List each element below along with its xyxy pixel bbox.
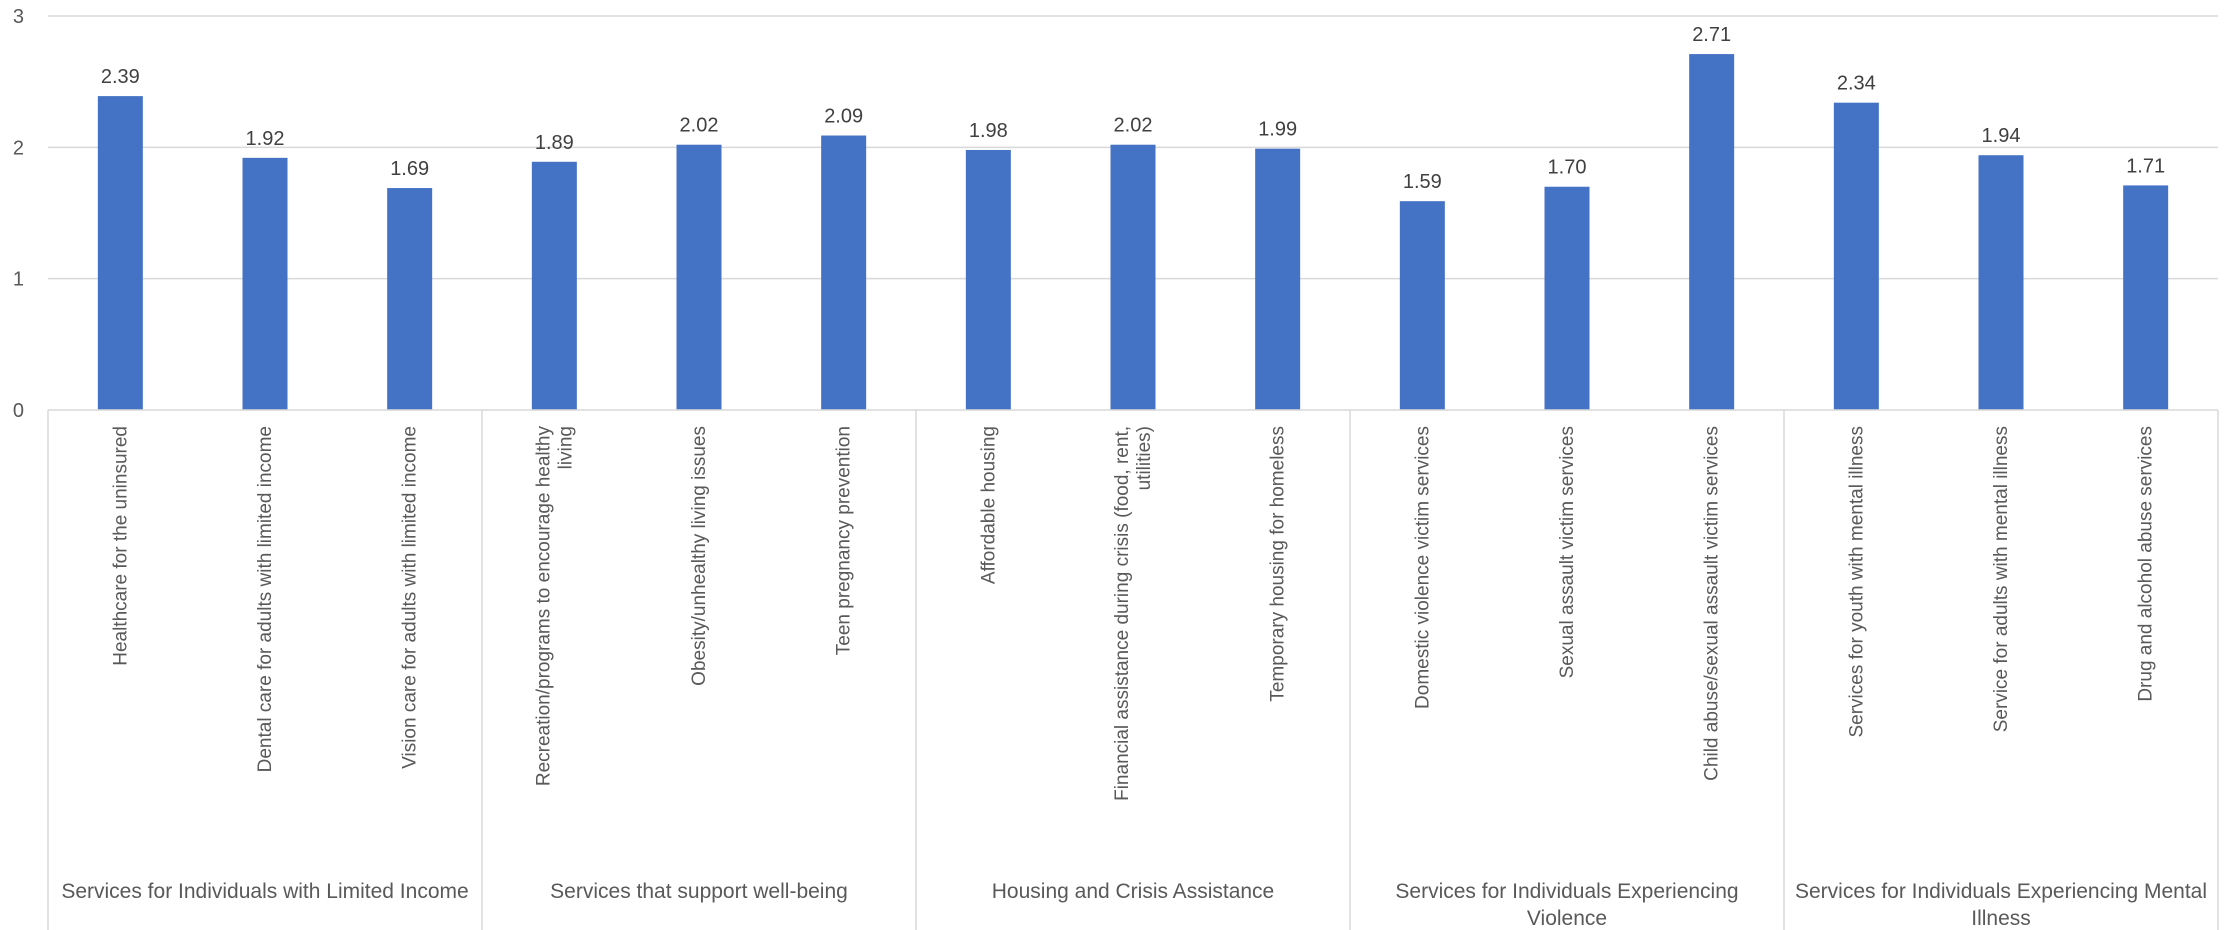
category-label: Vision care for adults with limited inco… xyxy=(400,426,421,769)
y-tick-label: 3 xyxy=(13,6,24,28)
category-label: Financial assistance during crisis (food… xyxy=(1112,426,1155,801)
data-labels: 2.39 1.92 1.69 1.89 2.02 2.09 1.98 2.02 1.99 1.59… xyxy=(101,24,2165,193)
data-label: 2.71 xyxy=(1692,24,1731,46)
bar xyxy=(1544,186,1590,410)
category-label: Sexual assault victim services xyxy=(1557,426,1578,678)
bar xyxy=(387,188,433,410)
bar xyxy=(965,149,1011,410)
category-label-line: Service for adults with mental illness xyxy=(1991,426,2012,732)
group-label: Services for Individuals with Limited In… xyxy=(61,880,468,903)
category-label-line: Healthcare for the uninsured xyxy=(110,426,131,666)
y-tick-label: 0 xyxy=(13,400,24,422)
category-labels: Healthcare for the uninsured Dental care … xyxy=(110,426,2156,801)
data-label: 2.34 xyxy=(1837,73,1876,95)
data-label: 1.59 xyxy=(1403,171,1442,193)
data-label: 2.02 xyxy=(680,115,719,137)
group-label: Services that support well-being xyxy=(550,880,848,903)
data-label: 1.99 xyxy=(1258,119,1297,141)
group-label-line: Services that support well-being xyxy=(550,880,848,903)
data-label: 1.69 xyxy=(390,158,429,180)
bar xyxy=(1255,148,1301,410)
data-label: 1.94 xyxy=(1982,125,2021,147)
bar xyxy=(676,144,722,410)
bar xyxy=(2123,185,2169,410)
data-label: 1.92 xyxy=(246,128,285,150)
data-label: 1.71 xyxy=(2126,155,2165,177)
category-label: Affordable housing xyxy=(978,426,999,584)
category-label-line: living xyxy=(555,426,576,469)
category-label: Dental care for adults with limited inco… xyxy=(255,426,276,772)
group-label-line: Services for Individuals with Limited In… xyxy=(61,880,468,903)
category-label-line: Dental care for adults with limited inco… xyxy=(255,426,276,772)
group-labels: Services for Individuals with Limited In… xyxy=(61,880,2207,930)
group-label: Services for Individuals Experiencing Me… xyxy=(1795,880,2207,930)
category-label-line: Sexual assault victim services xyxy=(1557,426,1578,678)
data-label: 1.98 xyxy=(969,120,1008,142)
y-tick-label: 1 xyxy=(13,269,24,291)
data-label: 2.39 xyxy=(101,66,140,88)
category-label-line: Services for youth with mental illness xyxy=(1846,426,1867,738)
group-label-line: Illness xyxy=(1971,907,2031,930)
bar xyxy=(97,96,143,410)
bar xyxy=(1978,155,2024,410)
category-label: Obesity/unhealthy living issues xyxy=(689,426,710,686)
data-label: 2.02 xyxy=(1114,115,1153,137)
category-label: Services for youth with mental illness xyxy=(1846,426,1867,738)
group-label-line: Services for Individuals Experiencing Me… xyxy=(1795,880,2207,903)
category-label-line: Domestic violence victim services xyxy=(1412,426,1433,709)
category-label: Domestic violence victim services xyxy=(1412,426,1433,709)
bar xyxy=(1689,54,1735,410)
category-label: Service for adults with mental illness xyxy=(1991,426,2012,732)
category-label: Healthcare for the uninsured xyxy=(110,426,131,666)
y-tick-label: 2 xyxy=(13,137,24,159)
bars xyxy=(97,54,2169,411)
category-label-line: Drug and alcohol abuse services xyxy=(2136,426,2157,702)
category-label-line: Financial assistance during crisis (food… xyxy=(1112,426,1133,801)
category-label-line: Temporary housing for homeless xyxy=(1268,426,1289,702)
category-label-line: Obesity/unhealthy living issues xyxy=(689,426,710,686)
bar xyxy=(1399,201,1445,410)
bar xyxy=(821,135,867,410)
category-label-line: Affordable housing xyxy=(978,426,999,584)
group-label-line: Housing and Crisis Assistance xyxy=(992,880,1274,903)
data-label: 2.09 xyxy=(824,106,863,128)
bar xyxy=(531,161,577,410)
category-label-line: Vision care for adults with limited inco… xyxy=(400,426,421,769)
category-label-line: utilities) xyxy=(1134,426,1155,490)
category-label: Temporary housing for homeless xyxy=(1268,426,1289,702)
bar xyxy=(1833,102,1879,411)
data-label: 1.89 xyxy=(535,132,574,154)
group-label-line: Services for Individuals Experiencing xyxy=(1395,880,1738,903)
category-label: Recreation/programs to encourage healthy… xyxy=(533,426,576,787)
category-label-line: Teen pregnancy prevention xyxy=(834,426,855,655)
category-axis xyxy=(47,409,2219,930)
category-label-line: Recreation/programs to encourage healthy xyxy=(533,426,554,787)
group-label-line: Violence xyxy=(1527,907,1607,930)
group-label: Services for Individuals Experiencing Vio… xyxy=(1395,880,1738,930)
bar xyxy=(1110,144,1156,410)
data-label: 1.70 xyxy=(1548,157,1587,179)
group-label: Housing and Crisis Assistance xyxy=(992,880,1274,903)
bar xyxy=(242,157,288,410)
y-axis-tick-labels: 0 1 2 3 xyxy=(13,6,24,422)
category-label: Drug and alcohol abuse services xyxy=(2136,426,2157,702)
category-label: Child abuse/sexual assault victim servic… xyxy=(1702,426,1723,781)
category-label: Teen pregnancy prevention xyxy=(834,426,855,655)
category-label-line: Child abuse/sexual assault victim servic… xyxy=(1702,426,1723,781)
